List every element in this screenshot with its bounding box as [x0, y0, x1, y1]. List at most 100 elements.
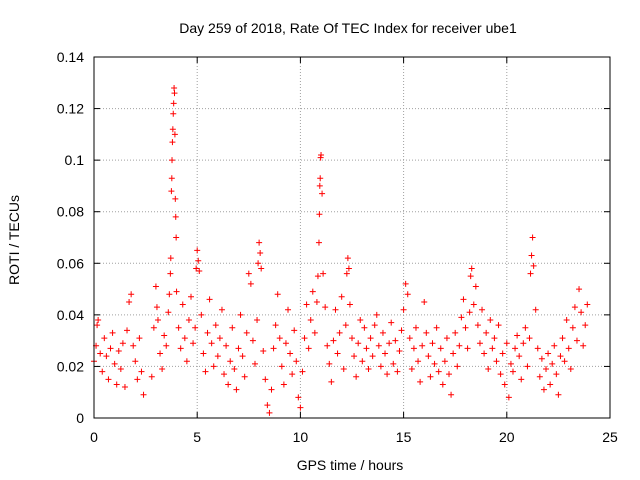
- data-point: [543, 366, 550, 373]
- data-point: [505, 394, 512, 401]
- data-point: [99, 368, 106, 375]
- y-tick-label: 0: [76, 410, 84, 426]
- data-point: [153, 304, 160, 311]
- data-point: [202, 368, 209, 375]
- data-point: [377, 363, 384, 370]
- data-point: [448, 391, 455, 398]
- data-point: [485, 366, 492, 373]
- data-point: [235, 345, 242, 352]
- data-point: [493, 358, 500, 365]
- data-point: [124, 327, 131, 334]
- data-point: [117, 366, 124, 373]
- data-point: [365, 366, 372, 373]
- data-point: [328, 378, 335, 385]
- data-point: [229, 324, 236, 331]
- data-point: [547, 381, 554, 388]
- data-point: [169, 139, 176, 146]
- data-point: [274, 291, 281, 298]
- data-point: [346, 301, 353, 308]
- data-point: [218, 306, 225, 313]
- data-point: [161, 332, 168, 339]
- data-point: [103, 353, 110, 360]
- data-point: [514, 332, 521, 339]
- data-point: [255, 260, 262, 267]
- data-point: [419, 342, 426, 349]
- data-point: [297, 404, 304, 411]
- data-points: [91, 84, 591, 416]
- data-point: [406, 335, 413, 342]
- data-point: [188, 293, 195, 300]
- data-point: [559, 335, 566, 342]
- data-point: [305, 345, 312, 352]
- data-point: [322, 304, 329, 311]
- data-point: [270, 345, 277, 352]
- data-point: [452, 329, 459, 336]
- data-point: [357, 317, 364, 324]
- data-point: [470, 301, 477, 308]
- data-point: [119, 340, 126, 347]
- data-point: [130, 342, 137, 349]
- data-point: [170, 100, 177, 107]
- data-point: [481, 350, 488, 357]
- data-point: [527, 270, 534, 277]
- data-point: [394, 368, 401, 375]
- data-point: [194, 247, 201, 254]
- data-point: [206, 296, 213, 303]
- data-point: [257, 249, 264, 256]
- data-point: [251, 360, 258, 367]
- data-point: [190, 340, 197, 347]
- data-point: [101, 335, 108, 342]
- data-point: [466, 309, 473, 316]
- y-tick-label: 0.06: [57, 255, 84, 271]
- data-point: [528, 252, 535, 259]
- data-point: [316, 211, 323, 218]
- data-point: [487, 317, 494, 324]
- data-point: [173, 234, 180, 241]
- data-point: [241, 373, 248, 380]
- data-point: [171, 131, 178, 138]
- data-point: [454, 363, 461, 370]
- data-point: [332, 306, 339, 313]
- data-point: [167, 270, 174, 277]
- data-point: [423, 329, 430, 336]
- data-point: [285, 306, 292, 313]
- data-point: [94, 322, 101, 329]
- data-point: [291, 327, 298, 334]
- data-point: [369, 353, 376, 360]
- data-point: [247, 280, 254, 287]
- data-point: [349, 335, 355, 342]
- data-point: [301, 335, 308, 342]
- data-point: [578, 309, 585, 316]
- data-point: [495, 322, 502, 329]
- data-point: [582, 322, 589, 329]
- data-point: [159, 366, 166, 373]
- data-point: [166, 291, 173, 298]
- data-point: [518, 376, 525, 383]
- data-point: [435, 368, 442, 375]
- data-point: [278, 363, 285, 370]
- data-point: [200, 350, 207, 357]
- data-point: [524, 363, 531, 370]
- data-point: [177, 345, 184, 352]
- data-point: [95, 317, 102, 324]
- data-point: [429, 340, 436, 347]
- data-point: [254, 317, 261, 324]
- data-point: [307, 317, 314, 324]
- data-point: [567, 366, 574, 373]
- data-point: [168, 188, 175, 195]
- axis-ticks: 0 5 10 15 20 25 0 0.02 0.04 0.06 0.08 0.1 0.12 0.14: [57, 49, 618, 445]
- data-point: [491, 335, 498, 342]
- data-point: [382, 350, 389, 357]
- data-point: [379, 329, 386, 336]
- data-point: [555, 391, 562, 398]
- data-point: [196, 268, 203, 275]
- data-point: [266, 409, 273, 416]
- data-point: [408, 366, 415, 373]
- y-tick-label: 0.08: [57, 204, 84, 220]
- data-point: [561, 358, 568, 365]
- data-point: [256, 239, 263, 246]
- data-point: [105, 376, 112, 383]
- data-point: [169, 126, 176, 133]
- data-point: [152, 283, 159, 290]
- data-point: [359, 358, 366, 365]
